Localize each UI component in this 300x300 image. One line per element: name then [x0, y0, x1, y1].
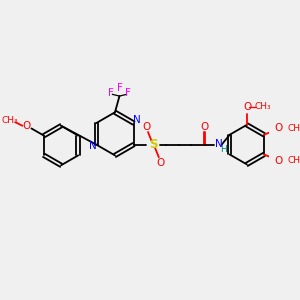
- Text: CH₃: CH₃: [288, 124, 300, 133]
- Text: N: N: [89, 141, 97, 152]
- Text: F: F: [108, 88, 114, 98]
- Text: O: O: [142, 122, 150, 132]
- Text: CH₃: CH₃: [288, 156, 300, 165]
- Text: F: F: [116, 83, 122, 93]
- Text: O: O: [200, 122, 209, 132]
- Text: N: N: [215, 139, 223, 149]
- Text: O: O: [22, 121, 30, 131]
- Text: CH₃: CH₃: [255, 102, 271, 111]
- Text: O: O: [244, 102, 252, 112]
- Text: CH₃: CH₃: [2, 116, 18, 125]
- Text: O: O: [274, 123, 282, 134]
- Text: O: O: [157, 158, 165, 168]
- Text: H: H: [220, 145, 227, 154]
- Text: S: S: [149, 138, 158, 151]
- Text: O: O: [274, 156, 282, 166]
- Text: F: F: [124, 88, 130, 98]
- Text: N: N: [134, 116, 141, 125]
